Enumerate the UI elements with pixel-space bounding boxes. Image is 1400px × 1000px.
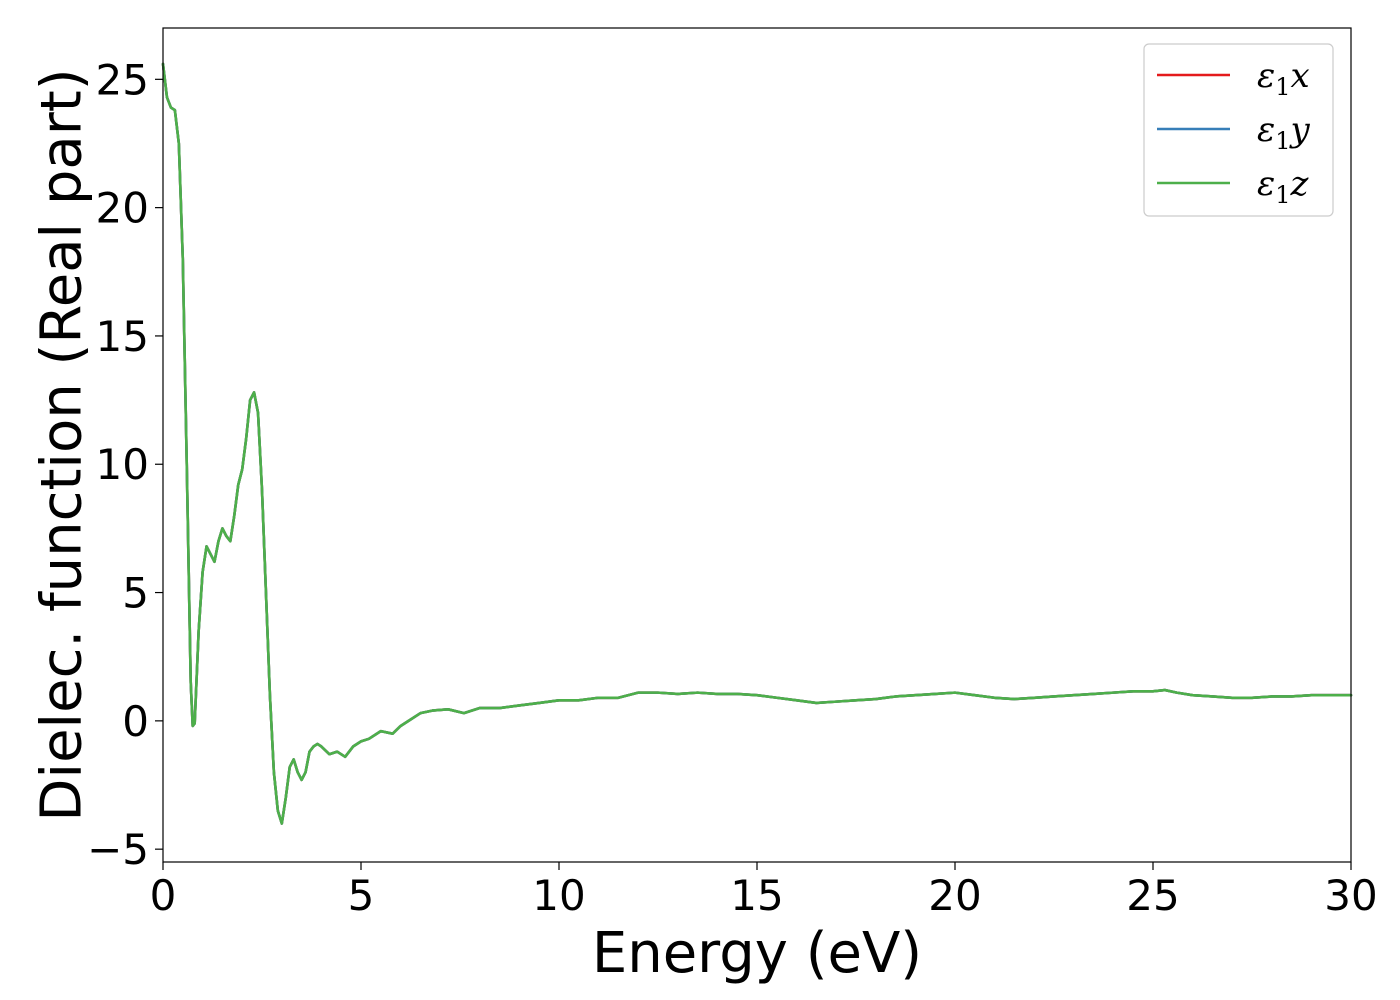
legend-label-x: ε1x — [1257, 56, 1310, 101]
x-tick-label: 30 — [1324, 871, 1377, 920]
y-axis-label: Dielec. function (Real part) — [30, 68, 95, 821]
legend-box — [1143, 43, 1334, 217]
x-tick-label: 10 — [532, 871, 585, 920]
legend-label-z: ε1z — [1257, 164, 1310, 209]
x-tick-label: 25 — [1126, 871, 1179, 920]
series-layer — [161, 62, 1353, 825]
y-tick-label: 20 — [96, 184, 149, 233]
x-tick-label: 0 — [150, 871, 177, 920]
x-tick-label: 5 — [348, 871, 375, 920]
legend-label-y: ε1y — [1257, 110, 1311, 155]
y-tick-label: −5 — [87, 825, 149, 874]
x-tick-label: 15 — [730, 871, 783, 920]
x-axis-ticks: 0 5 10 15 20 25 30 — [150, 862, 1378, 920]
legend: ε1x ε1y ε1z — [1143, 43, 1334, 217]
y-tick-label: 25 — [96, 55, 149, 104]
y-tick-label: 15 — [96, 312, 149, 361]
y-tick-label: 10 — [96, 440, 149, 489]
y-tick-label: 0 — [122, 697, 149, 746]
y-axis-ticks: −5 0 5 10 15 20 25 — [87, 55, 163, 874]
y-tick-label: 5 — [122, 569, 149, 618]
x-tick-label: 20 — [928, 871, 981, 920]
x-axis-label: Energy (eV) — [592, 921, 922, 986]
series-line-z — [161, 62, 1353, 825]
